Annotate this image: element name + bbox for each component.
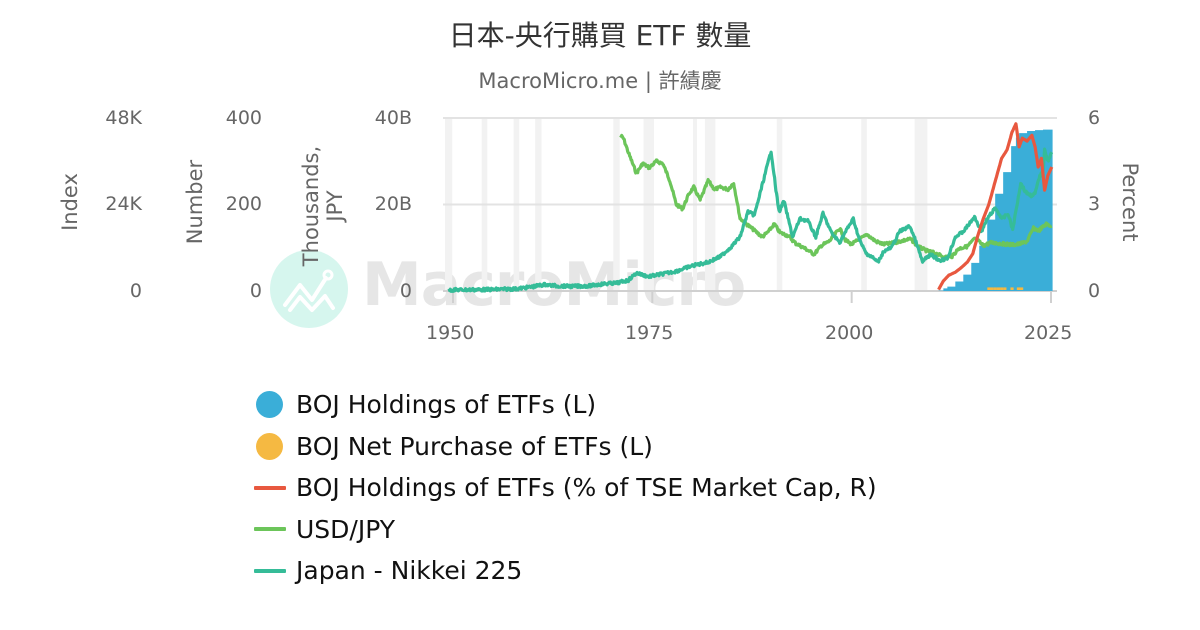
- chart-title: 日本-央行購買 ETF 數量: [448, 19, 752, 52]
- net-purchase-bar: [993, 287, 997, 290]
- legend-label: BOJ Holdings of ETFs (% of TSE Market Ca…: [296, 473, 877, 503]
- x-tick-1950: 1950: [426, 322, 475, 344]
- legend-dot-icon: [256, 432, 283, 460]
- net-purchase-bar: [1010, 287, 1014, 290]
- legend-item-nikkei[interactable]: Japan - Nikkei 225: [254, 550, 877, 592]
- legend: BOJ Holdings of ETFs (L) BOJ Net Purchas…: [254, 384, 877, 592]
- boj-pct-line: [937, 122, 1054, 291]
- legend-line-icon: [254, 485, 286, 490]
- jpy-axis-title-line2: JPY: [323, 190, 347, 222]
- legend-dot-icon: [256, 391, 283, 419]
- number-tick-zero: 0: [249, 280, 262, 302]
- nikkei-line: [447, 147, 1054, 293]
- legend-item-boj-pct-market-cap[interactable]: BOJ Holdings of ETFs (% of TSE Market Ca…: [254, 467, 877, 509]
- legend-label: Japan - Nikkei 225: [296, 556, 523, 586]
- index-tick-zero: 0: [129, 280, 142, 302]
- index-tick-mid: 24K: [105, 193, 142, 215]
- net-purchase-bar: [1016, 287, 1021, 290]
- jpy-tick-top: 40B: [374, 107, 412, 129]
- legend-label: BOJ Net Purchase of ETFs (L): [296, 431, 653, 461]
- x-tick-2025: 2025: [1024, 322, 1073, 344]
- net-purchase-bar: [990, 287, 994, 290]
- legend-line-icon: [254, 527, 286, 532]
- net-purchase-bar: [996, 287, 1001, 290]
- number-tick-mid: 200: [225, 193, 262, 215]
- legend-item-boj-net-purchase[interactable]: BOJ Net Purchase of ETFs (L): [254, 426, 877, 468]
- percent-tick-zero: 0: [1088, 280, 1101, 302]
- index-tick-top: 48K: [105, 107, 142, 129]
- number-tick-top: 400: [225, 107, 262, 129]
- net-purchase-bar: [1000, 287, 1004, 290]
- jpy-tick-mid: 20B: [374, 193, 412, 215]
- jpy-axis-title: Thousands, JPY: [299, 141, 347, 271]
- percent-tick-top: 6: [1088, 107, 1101, 129]
- chart-subtitle: MacroMicro.me | 許績慶: [478, 69, 722, 93]
- usdjpy-line: [619, 133, 1053, 261]
- x-tick-1975: 1975: [625, 322, 674, 344]
- legend-label: USD/JPY: [296, 514, 396, 544]
- index-axis-title: Index: [58, 173, 82, 231]
- legend-item-usdjpy[interactable]: USD/JPY: [254, 509, 877, 551]
- jpy-axis-title-line1: Thousands,: [299, 145, 323, 267]
- jpy-tick-zero: 0: [399, 280, 412, 302]
- net-purchase-bar: [1019, 287, 1024, 290]
- percent-tick-mid: 3: [1088, 193, 1101, 215]
- legend-label: BOJ Holdings of ETFs (L): [296, 390, 597, 420]
- legend-item-boj-holdings[interactable]: BOJ Holdings of ETFs (L): [254, 384, 877, 426]
- percent-axis-title: Percent: [1118, 162, 1142, 242]
- legend-line-icon: [254, 568, 286, 573]
- x-tick-2000: 2000: [825, 322, 874, 344]
- net-purchase-bar: [1003, 287, 1007, 290]
- net-purchase-bar: [987, 287, 991, 290]
